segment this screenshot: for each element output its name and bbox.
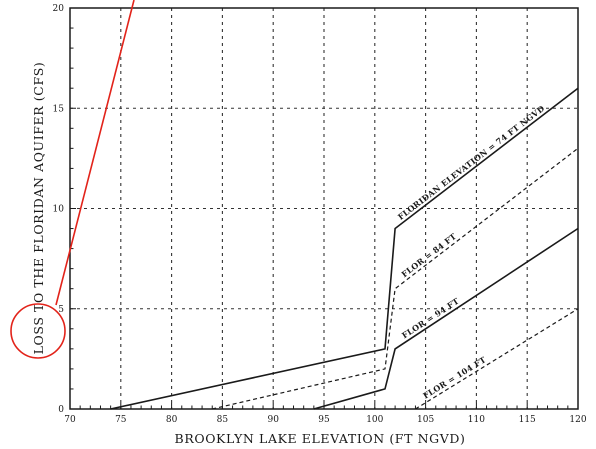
series-label-4: FLOR = 104 FT bbox=[421, 354, 488, 400]
y-tick-label: 20 bbox=[53, 4, 65, 14]
labels-layer: FLORIDAN ELEVATION = 74 FT NGVD FLOR = 84… bbox=[396, 103, 547, 401]
x-tick-label: 80 bbox=[166, 415, 178, 425]
y-tick-label: 10 bbox=[53, 205, 65, 215]
grid bbox=[70, 8, 578, 409]
x-tick-label: 85 bbox=[217, 415, 229, 425]
x-tick-label: 120 bbox=[569, 415, 586, 425]
x-axis-title: BROOKLYN LAKE ELEVATION (FT NGVD) bbox=[175, 431, 466, 446]
series-line-4 bbox=[415, 308, 579, 410]
axes: 70 75 80 85 90 95 100 105 110 115 120 0 5 10 15 20 bbox=[53, 4, 587, 425]
annotation-pointer-line bbox=[55, 0, 135, 306]
y-tick-label: 15 bbox=[53, 104, 65, 114]
x-tick-label: 95 bbox=[318, 415, 330, 425]
series-line-2 bbox=[212, 147, 579, 410]
x-tick-label: 90 bbox=[267, 415, 279, 425]
series-line-3 bbox=[313, 227, 579, 410]
series-layer bbox=[110, 87, 579, 410]
series-line-1 bbox=[110, 87, 579, 410]
annotation-layer bbox=[10, 0, 135, 359]
x-tick-label: 70 bbox=[64, 415, 76, 425]
y-axis-title: LOSS TO THE FLORIDAN AQUIFER (CFS) bbox=[31, 62, 46, 355]
x-tick-label: 115 bbox=[519, 415, 536, 425]
x-tick-label: 105 bbox=[417, 415, 434, 425]
x-tick-label: 100 bbox=[366, 415, 383, 425]
y-tick-label: 5 bbox=[58, 305, 64, 315]
x-tick-label: 75 bbox=[115, 415, 127, 425]
annotation-circle bbox=[10, 303, 66, 359]
y-tick-label: 0 bbox=[58, 405, 64, 415]
series-label-2: FLOR = 84 FT bbox=[399, 231, 458, 279]
series-label-1: FLORIDAN ELEVATION = 74 FT NGVD bbox=[396, 103, 547, 222]
series-label-3: FLOR = 94 FT bbox=[400, 296, 461, 341]
x-tick-label: 110 bbox=[468, 415, 485, 425]
